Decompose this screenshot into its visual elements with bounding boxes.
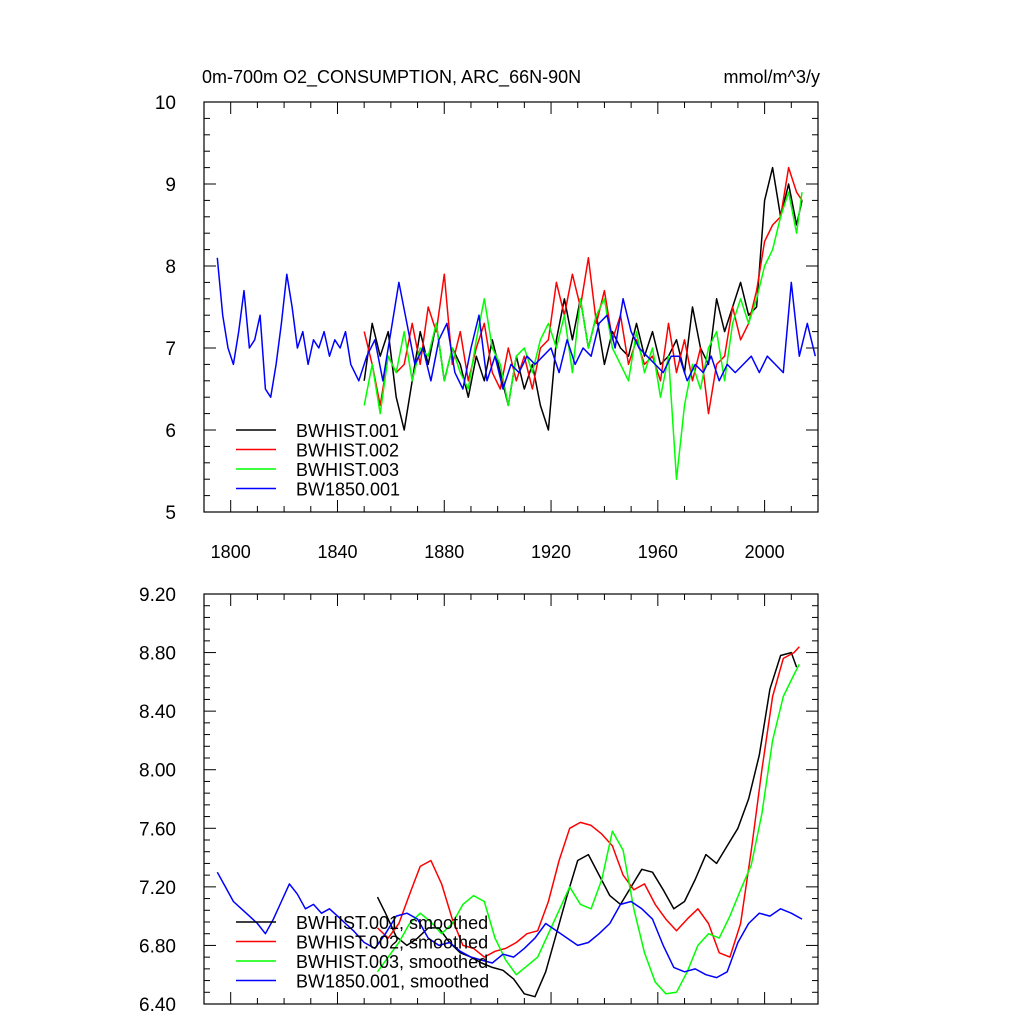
top-y-tick-label: 7	[165, 339, 176, 360]
bottom-series-group	[216, 646, 803, 998]
top-legend-label: BW1850.001	[296, 480, 400, 500]
top-y-tick-label: 6	[165, 421, 176, 442]
bottom-panel: 6.40 6.80 7.20 7.60 8.00 8.40 8.80 9.20 BWHIST.0…	[139, 585, 819, 1016]
bottom-legend-label: BWHIST.003, smoothed	[296, 952, 488, 972]
bottom-series-line-bwhist-003-smoothed	[376, 663, 800, 995]
top-legend-label: BWHIST.003	[296, 460, 399, 480]
top-y-tick-label: 9	[165, 175, 176, 196]
chart-units: mmol/m^3/y	[724, 67, 820, 87]
bottom-y-tick-label: 7.60	[139, 819, 176, 840]
top-series-line-bwhist-002	[363, 166, 803, 415]
bottom-series-line-bwhist-001-smoothed	[376, 651, 798, 998]
top-x-tick-label: 1800	[211, 542, 251, 562]
bottom-legend-label: BW1850.001, smoothed	[296, 972, 489, 992]
bottom-series-line-bw1850-001-smoothed	[216, 871, 803, 979]
top-x-tick-label: 1880	[424, 542, 464, 562]
top-y-tick-label: 10	[155, 93, 176, 114]
top-y-tick-label: 8	[165, 257, 176, 278]
bottom-series-line-bwhist-002-smoothed	[376, 646, 800, 958]
bottom-plot-frame	[203, 593, 819, 1005]
bottom-y-tick-label: 6.80	[139, 936, 176, 957]
bottom-y-tick-label: 8.40	[139, 702, 176, 723]
top-series-line-bwhist-001	[363, 166, 803, 431]
top-series-line-bw1850-001	[216, 257, 817, 398]
top-plot-frame	[203, 101, 819, 513]
top-series-line-bwhist-003	[363, 191, 803, 480]
top-legend-label: BWHIST.002	[296, 441, 399, 461]
bottom-y-tick-label: 7.20	[139, 878, 176, 899]
bottom-legend-label: BWHIST.002, smoothed	[296, 933, 488, 953]
chart-title: 0m-700m O2_CONSUMPTION, ARC_66N-90N	[202, 67, 581, 88]
bottom-y-tick-label: 6.40	[139, 995, 176, 1016]
bottom-y-tick-label: 8.00	[139, 761, 176, 782]
top-y-tick-label: 5	[165, 503, 176, 524]
top-x-tick-label: 2000	[745, 542, 785, 562]
top-series-group	[216, 166, 817, 480]
top-x-tick-label: 1960	[638, 542, 678, 562]
bottom-y-tick-label: 8.80	[139, 644, 176, 665]
top-x-tick-label: 1840	[317, 542, 357, 562]
top-x-tick-label: 1920	[531, 542, 571, 562]
bottom-legend-label: BWHIST.001, smoothed	[296, 913, 488, 933]
top-legend-label: BWHIST.001	[296, 421, 399, 441]
bottom-y-tick-label: 9.20	[139, 585, 176, 606]
top-panel: 1800 1840 1880 1920 1960 2000 5 6 7 8 9 10 BWHIST.00…	[155, 93, 819, 562]
